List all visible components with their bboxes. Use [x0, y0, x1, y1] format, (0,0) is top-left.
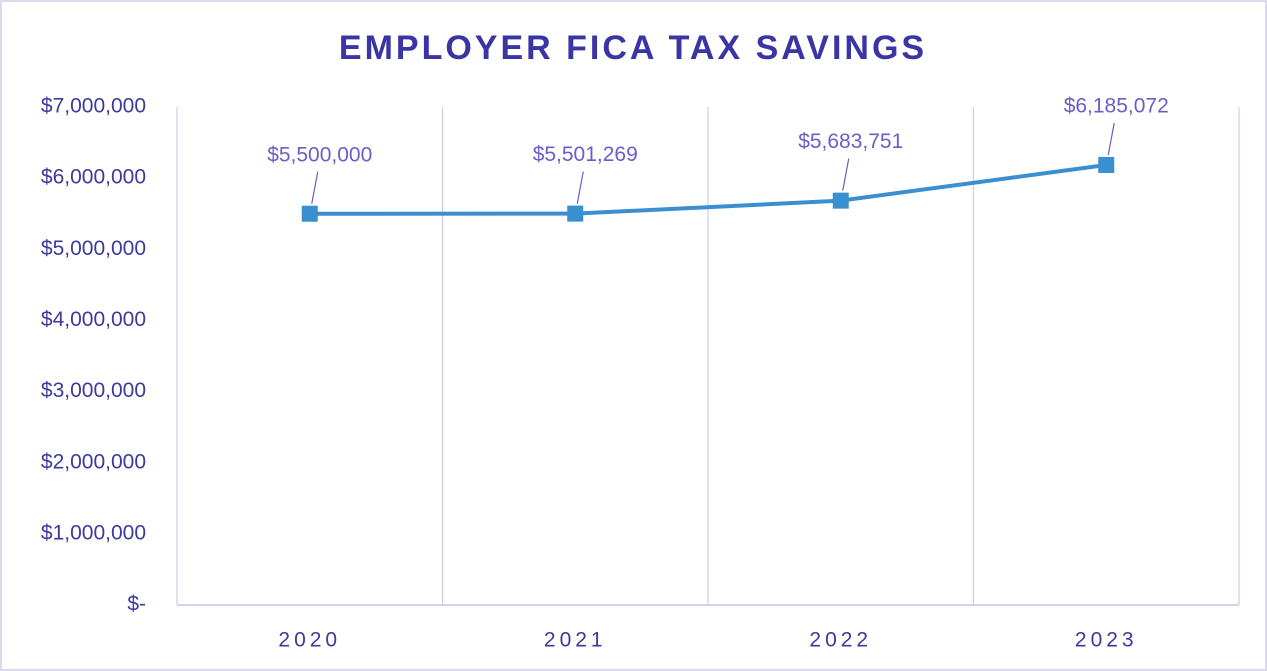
leader-line — [842, 158, 850, 191]
y-tick-label: $- — [127, 593, 146, 616]
leader-line — [311, 171, 319, 204]
x-tick-label: 2021 — [544, 629, 607, 652]
y-tick-label: $2,000,000 — [41, 450, 146, 473]
chart-title: EMPLOYER FICA TAX SAVINGS — [339, 29, 927, 67]
marker — [567, 205, 584, 222]
y-tick-label: $4,000,000 — [41, 308, 146, 331]
y-tick-label: $1,000,000 — [41, 521, 146, 544]
x-tick-label: 2023 — [1075, 629, 1138, 652]
y-tick-label: $5,000,000 — [41, 237, 146, 260]
x-tick-label: 2020 — [278, 629, 341, 652]
leader-line — [576, 171, 584, 204]
y-tick-label: $3,000,000 — [41, 379, 146, 402]
leader-line — [1107, 122, 1115, 156]
data-label: $5,501,269 — [533, 143, 638, 166]
marker — [1098, 156, 1115, 173]
x-tick-label: 2022 — [809, 629, 872, 652]
y-tick-label: $6,000,000 — [41, 166, 146, 189]
data-label: $6,185,072 — [1064, 95, 1169, 118]
marker — [301, 205, 318, 222]
line — [309, 162, 1107, 216]
y-tick-label: $7,000,000 — [41, 95, 146, 118]
data-label: $5,500,000 — [267, 143, 372, 166]
data-label: $5,683,751 — [798, 130, 903, 153]
marker — [832, 192, 849, 209]
